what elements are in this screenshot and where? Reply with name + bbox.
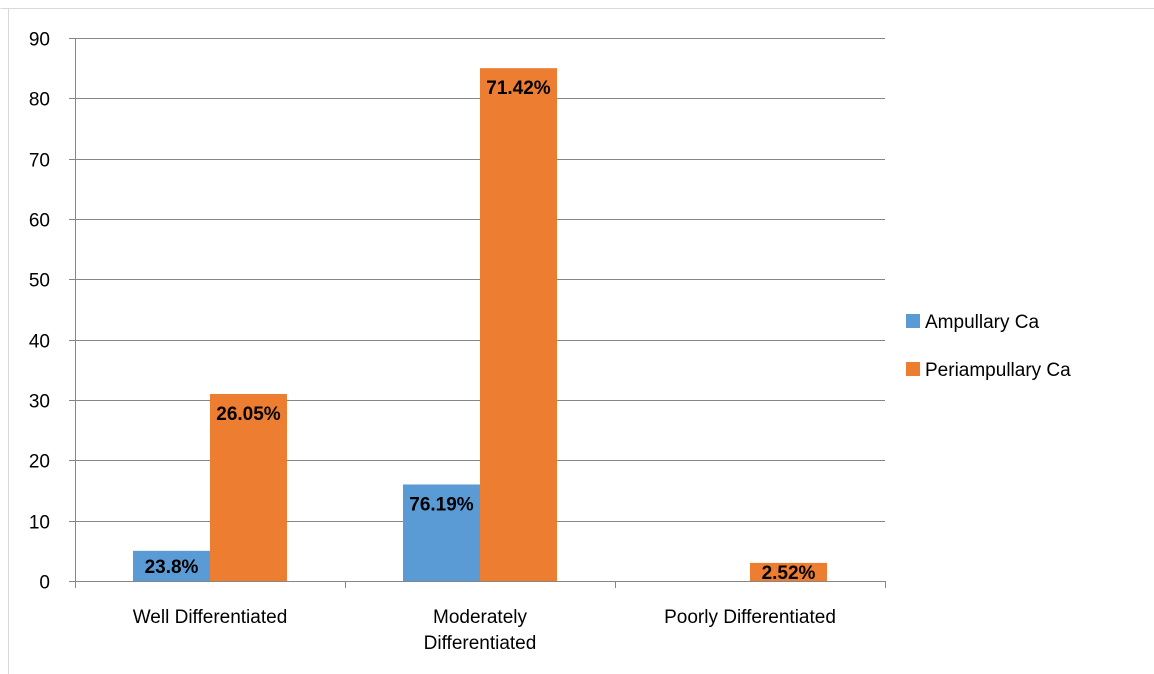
bars	[133, 68, 827, 581]
x-category-label: Moderately	[433, 607, 527, 628]
bar	[133, 550, 210, 581]
y-tick-label: 70	[29, 151, 50, 172]
data-label: 76.19%	[409, 494, 474, 515]
y-tick-label: 50	[29, 271, 50, 292]
bar	[480, 68, 557, 581]
x-category-label: Differentiated	[424, 633, 537, 654]
bar	[210, 393, 287, 581]
data-label: 23.8%	[145, 557, 199, 578]
bar	[403, 484, 480, 581]
y-tick-label: 20	[29, 452, 50, 473]
y-tick-label: 30	[29, 392, 50, 413]
x-category-label: Poorly Differentiated	[664, 607, 836, 628]
data-labels: 23.8% 26.05% 76.19% 71.42% 2.52%	[145, 78, 816, 584]
legend-label: Periampullary Ca	[925, 360, 1071, 381]
y-tick-label: 90	[29, 30, 50, 51]
y-tick-label: 10	[29, 513, 50, 534]
x-category-label: Well Differentiated	[133, 607, 288, 628]
bar	[750, 562, 827, 581]
data-label: 71.42%	[486, 78, 551, 99]
axes: 0 10 20 30 40 50 60 70 80 90 Well Differentiated Mo…	[29, 30, 886, 654]
y-tick-label: 80	[29, 90, 50, 111]
legend: Ampullary Ca Periampullary Ca	[906, 312, 1071, 381]
legend-swatch	[906, 314, 920, 328]
y-tick-label: 60	[29, 211, 50, 232]
data-label: 2.52%	[762, 563, 816, 584]
legend-swatch	[906, 362, 920, 376]
y-tick-label: 0	[39, 573, 50, 594]
y-tick-label: 40	[29, 332, 50, 353]
legend-label: Ampullary Ca	[925, 312, 1039, 333]
data-label: 26.05%	[216, 404, 281, 425]
